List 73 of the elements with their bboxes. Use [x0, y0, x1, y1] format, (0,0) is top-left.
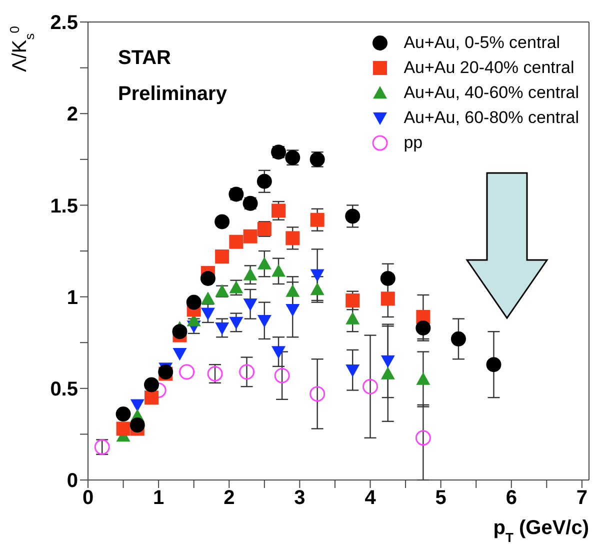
point: [415, 430, 431, 446]
point: [380, 270, 396, 286]
x-tick-label: 1: [153, 487, 164, 510]
y-tick-label: 0: [66, 470, 78, 492]
point: [172, 324, 188, 340]
point: [257, 256, 272, 270]
point: [130, 399, 144, 412]
point: [310, 282, 324, 296]
point: [243, 298, 258, 312]
y-tick-label: 2.5: [50, 12, 78, 34]
point: [416, 320, 431, 336]
point: [179, 364, 195, 380]
x-tick-label: 0: [82, 487, 94, 510]
point: [346, 312, 360, 324]
point: [272, 204, 286, 218]
point: [286, 284, 300, 297]
legend-label: Au+Au, 0-5% central: [404, 32, 560, 52]
point: [200, 292, 215, 304]
point: [172, 348, 187, 361]
point: [229, 234, 244, 249]
point: [286, 304, 300, 317]
point: [345, 208, 360, 224]
x-tick-label: 2: [224, 487, 235, 510]
point: [256, 174, 272, 189]
y-tick-label: 1.5: [50, 195, 78, 218]
point: [186, 294, 202, 310]
y-tick-label: 2: [66, 104, 78, 126]
point: [243, 229, 258, 244]
point: [346, 293, 360, 308]
point: [144, 377, 160, 392]
point: [272, 264, 286, 277]
point: [116, 406, 131, 422]
point: [215, 249, 230, 264]
x-tick-label: 3: [294, 487, 306, 510]
point: [286, 231, 300, 246]
point: [346, 364, 360, 378]
point: [144, 390, 159, 405]
point: [274, 368, 290, 384]
point: [272, 346, 286, 359]
point: [486, 357, 502, 372]
point: [380, 292, 395, 306]
annotation: STAR: [118, 47, 172, 69]
point: [310, 212, 324, 227]
y-tick-label: 0.5: [50, 378, 78, 400]
x-tick-label: 6: [506, 487, 517, 510]
legend-label: Au+Au, 40-60% central: [404, 82, 579, 102]
point: [229, 280, 244, 294]
point: [200, 308, 215, 320]
x-tick-label: 7: [576, 487, 588, 510]
x-tick-label: 4: [364, 487, 377, 510]
point: [380, 366, 395, 380]
point: [257, 315, 272, 328]
legend-label: Au+Au, 60-80% central: [404, 108, 579, 128]
annotation: Preliminary: [118, 83, 228, 105]
legend-label: pp: [404, 132, 423, 152]
y-tick-label: 1: [66, 286, 78, 309]
point: [310, 386, 326, 402]
legend-label: Au+Au 20-40% central: [404, 58, 574, 78]
point: [229, 316, 244, 330]
x-axis-title: p$_{T}$ (GeV/c): [493, 517, 589, 544]
point: [362, 378, 378, 394]
point: [310, 269, 324, 282]
point: [214, 214, 230, 230]
point: [116, 422, 130, 436]
point: [416, 372, 430, 385]
point: [450, 331, 466, 346]
point: [215, 322, 230, 335]
point: [243, 268, 258, 280]
x-tick-label: 5: [435, 487, 446, 510]
point: [200, 270, 216, 286]
point: [130, 418, 145, 433]
point: [239, 364, 255, 380]
point: [380, 355, 395, 368]
